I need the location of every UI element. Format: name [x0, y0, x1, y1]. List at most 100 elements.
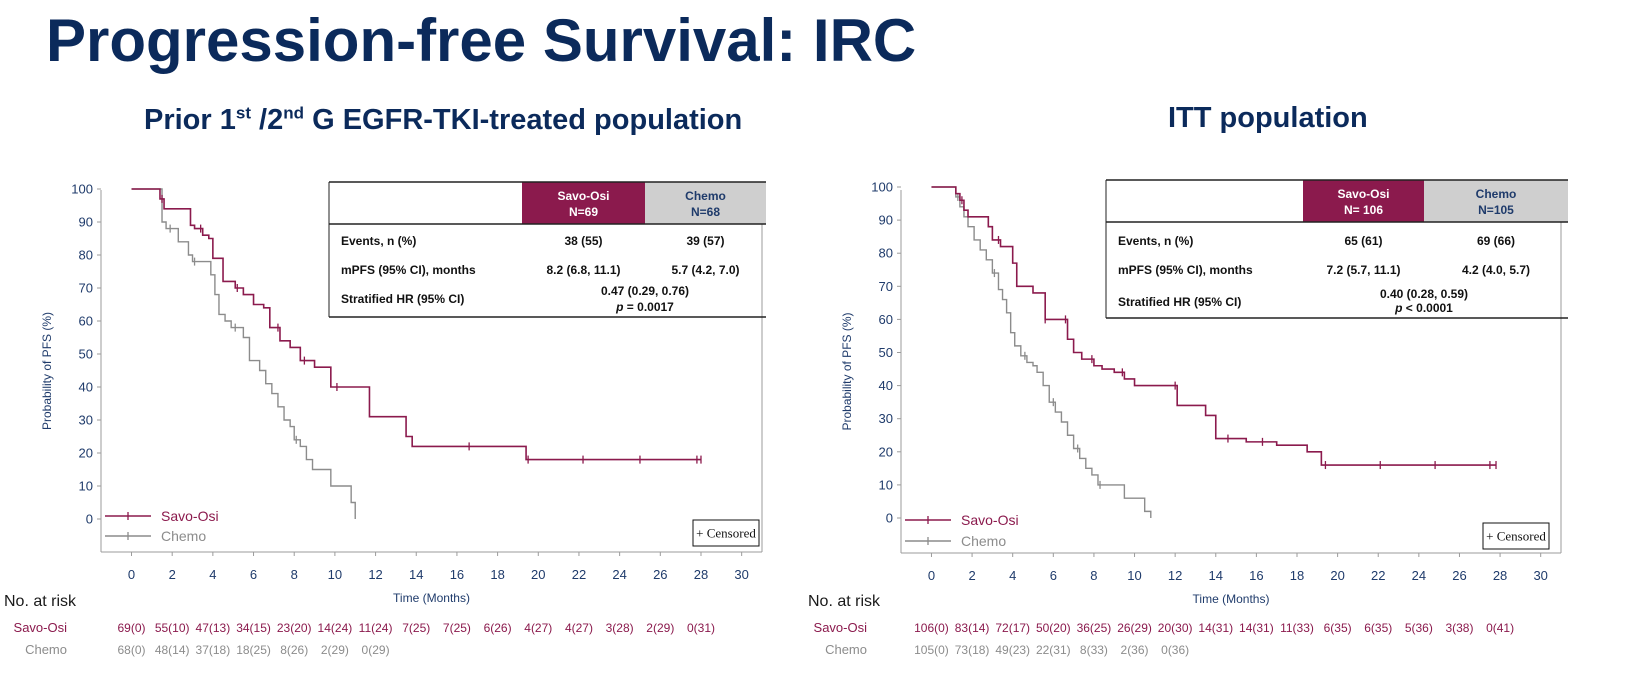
y-tick-label: 10	[79, 479, 93, 494]
x-tick-label: 14	[1209, 568, 1223, 583]
risk-cell: 50(20)	[1036, 621, 1071, 635]
table-p-value: p = 0.0017	[615, 300, 674, 314]
y-tick-label: 40	[879, 378, 893, 393]
risk-cell: 14(31)	[1198, 621, 1233, 635]
risk-cell: 69(0)	[117, 621, 145, 635]
risk-cell: 26(29)	[1117, 621, 1152, 635]
risk-cell: 8(26)	[280, 643, 308, 657]
risk-cell: 3(28)	[606, 621, 634, 635]
risk-cell: 34(15)	[236, 621, 271, 635]
risk-cell: 36(25)	[1077, 621, 1112, 635]
risk-cell: 4(27)	[524, 621, 552, 635]
y-tick-label: 60	[79, 314, 93, 329]
x-tick-label: 24	[1412, 568, 1426, 583]
table-hr-value: 0.40 (0.28, 0.59)	[1380, 287, 1468, 301]
y-tick-label: 70	[879, 279, 893, 294]
y-tick-label: 30	[879, 411, 893, 426]
table-p-label: p	[615, 300, 623, 314]
risk-cell: 105(0)	[914, 643, 949, 657]
y-tick-label: 50	[79, 347, 93, 362]
table-header-chemo-bg	[1424, 180, 1568, 222]
table-cell-savo: 8.2 (6.8, 11.1)	[546, 263, 620, 277]
table-p-label: p	[1394, 301, 1402, 315]
legend-savo-label: Savo-Osi	[161, 508, 219, 524]
table-hr-value: 0.47 (0.29, 0.76)	[601, 284, 689, 298]
censored-legend-box	[1482, 522, 1550, 550]
table-p-value: p < 0.0001	[1394, 301, 1453, 315]
risk-cell: 55(10)	[155, 621, 190, 635]
risk-cell: 2(36)	[1121, 643, 1149, 657]
risk-cell: 0(41)	[1486, 621, 1514, 635]
x-tick-label: 26	[653, 567, 667, 582]
right-panel-subtitle: ITT population	[1168, 102, 1368, 135]
table-cell-savo: 38 (55)	[564, 234, 602, 248]
x-tick-label: 18	[1290, 568, 1304, 583]
y-axis-label: Probability of PFS (%)	[840, 312, 854, 430]
savo-osi-curve	[131, 188, 701, 461]
risk-cell: 23(20)	[277, 621, 312, 635]
legend-chemo-label: Chemo	[961, 533, 1006, 549]
table-cell-chemo: 4.2 (4.0, 5.7)	[1462, 263, 1530, 277]
chemo-curve	[131, 188, 356, 519]
risk-table-header: No. at risk	[4, 593, 77, 610]
risk-cell: 0(29)	[362, 643, 390, 657]
x-tick-label: 28	[1493, 568, 1507, 583]
risk-cell: 48(14)	[155, 643, 190, 657]
table-row-label: Events, n (%)	[1118, 234, 1193, 248]
risk-cell: 6(26)	[484, 621, 512, 635]
y-tick-label: 80	[879, 246, 893, 261]
table-cell-chemo: 5.7 (4.2, 7.0)	[671, 263, 739, 277]
x-tick-label: 22	[1371, 568, 1385, 583]
savo-osi-curve	[931, 186, 1497, 466]
x-tick-label: 2	[169, 567, 176, 582]
x-tick-label: 6	[250, 567, 257, 582]
table-p-number: < 0.0001	[1402, 301, 1453, 315]
slide-title: Progression-free Survival: IRC	[46, 7, 917, 74]
table-header-chemo-bg	[645, 182, 766, 224]
table-header-savo-name: Savo-Osi	[1337, 187, 1389, 201]
y-tick-label: 90	[79, 215, 93, 230]
risk-row-name: Savo-Osi	[814, 620, 868, 635]
risk-cell: 3(38)	[1445, 621, 1473, 635]
table-cell-chemo: 69 (66)	[1477, 234, 1515, 248]
y-tick-label: 100	[871, 180, 893, 195]
table-row-label: mPFS (95% CI), months	[341, 263, 476, 277]
risk-cell: 106(0)	[914, 621, 949, 635]
risk-cell: 2(29)	[646, 621, 674, 635]
subtitle-superscript: st	[235, 103, 251, 123]
risk-cell: 22(31)	[1036, 643, 1071, 657]
left-panel-subtitle: Prior 1st /2nd G EGFR-TKI-treated popula…	[144, 104, 742, 137]
x-tick-label: 20	[1330, 568, 1344, 583]
table-hr-label: Stratified HR (95% CI)	[341, 292, 464, 306]
y-tick-label: 60	[879, 312, 893, 327]
risk-cell: 2(29)	[321, 643, 349, 657]
x-tick-label: 14	[409, 567, 423, 582]
table-p-number: = 0.0017	[623, 300, 674, 314]
risk-cell: 11(24)	[359, 621, 393, 635]
risk-cell: 20(30)	[1158, 621, 1193, 635]
x-tick-label: 6	[1050, 568, 1057, 583]
x-axis-label: Time (Months)	[1193, 592, 1270, 606]
y-tick-label: 90	[879, 213, 893, 228]
risk-cell: 7(25)	[443, 621, 471, 635]
table-row-label: mPFS (95% CI), months	[1118, 263, 1253, 277]
x-tick-label: 8	[291, 567, 298, 582]
risk-cell: 14(31)	[1239, 621, 1274, 635]
table-hr-label: Stratified HR (95% CI)	[1118, 295, 1241, 309]
y-tick-label: 70	[79, 281, 93, 296]
risk-cell: 8(33)	[1080, 643, 1108, 657]
risk-cell: 47(13)	[196, 621, 231, 635]
y-tick-label: 30	[79, 413, 93, 428]
x-tick-label: 18	[490, 567, 504, 582]
risk-cell: 37(18)	[196, 643, 231, 657]
legend-chemo-label: Chemo	[161, 528, 206, 544]
legend-savo-label: Savo-Osi	[961, 512, 1019, 528]
risk-cell: 49(23)	[995, 643, 1030, 657]
y-tick-label: 20	[79, 446, 93, 461]
x-axis-label: Time (Months)	[393, 591, 470, 605]
risk-cell: 18(25)	[236, 643, 271, 657]
risk-cell: 7(25)	[402, 621, 430, 635]
subtitle-text: G EGFR-TKI-treated population	[304, 104, 743, 136]
